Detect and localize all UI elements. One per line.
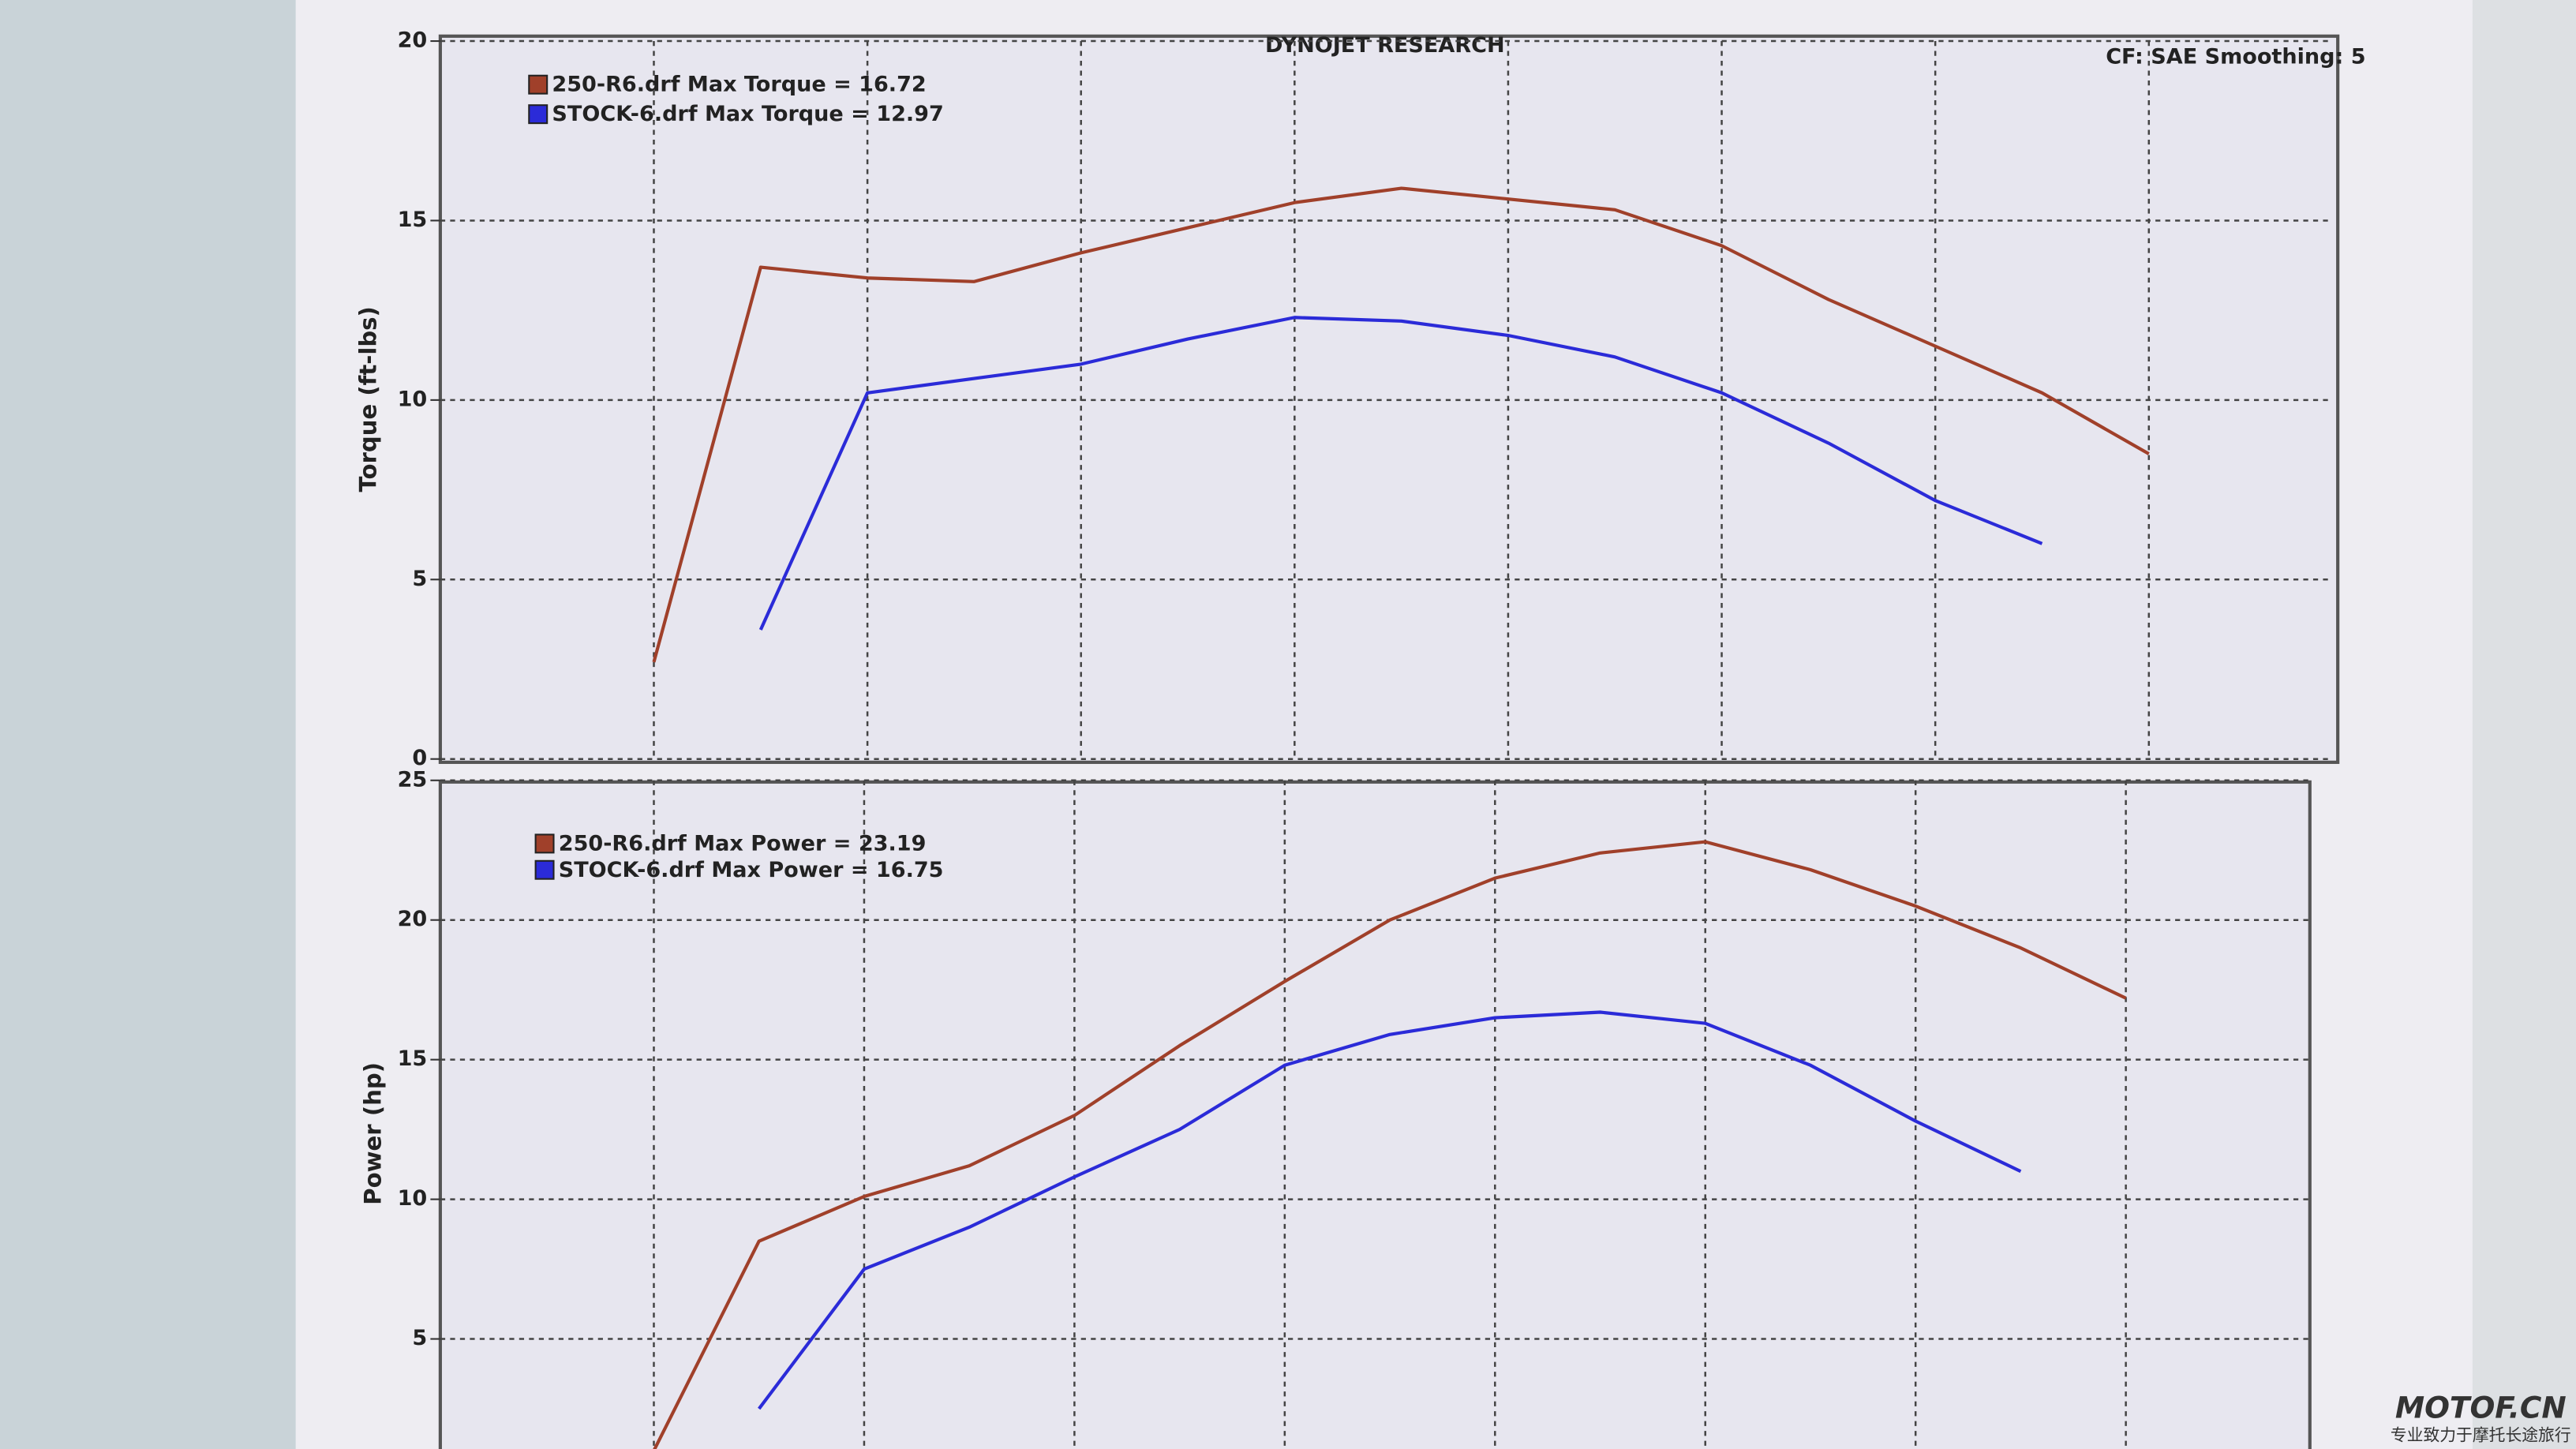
watermark-subtext: 专业致力于摩托长途旅行 [2391,1425,2571,1444]
y-axis-label: Power (hp) [360,1062,387,1205]
y-tick-label: 15 [398,1046,428,1071]
legend-swatch [534,833,555,854]
watermark: MOTOF.CN [2395,1391,2567,1425]
y-tick-label: 20 [398,907,428,931]
series-line [758,316,2043,631]
background-left [0,0,296,1449]
y-axis-label: Torque (ft-lbs) [354,306,381,492]
chart-title: DYNOJET RESEARCH [1265,33,1505,58]
legend-label: 250-R6.drf Max Torque = 16.72 [552,73,926,97]
legend-swatch [534,859,555,880]
y-tick-label: 5 [412,567,427,591]
chart-subtitle: CF: SAE Smoothing: 5 [2106,44,2365,69]
series-line [758,1010,2022,1410]
y-tick-label: 20 [398,28,428,53]
legend-swatch [528,74,549,95]
background-right [2472,0,2576,1449]
y-tick-label: 10 [398,387,428,411]
legend-label: 250-R6.drf Max Power = 23.19 [559,831,927,856]
y-tick-label: 15 [398,208,428,232]
plot-area [438,780,2312,1449]
y-tick-label: 5 [412,1326,427,1350]
y-tick-label: 25 [398,767,428,792]
y-tick-label: 0 [412,746,427,770]
legend-label: STOCK-6.drf Max Torque = 12.97 [552,102,943,126]
legend-label: STOCK-6.drf Max Power = 16.75 [559,858,944,882]
y-tick-label: 10 [398,1186,428,1211]
legend-swatch [528,104,549,125]
series-line [652,186,2150,663]
series-line [653,840,2127,1449]
